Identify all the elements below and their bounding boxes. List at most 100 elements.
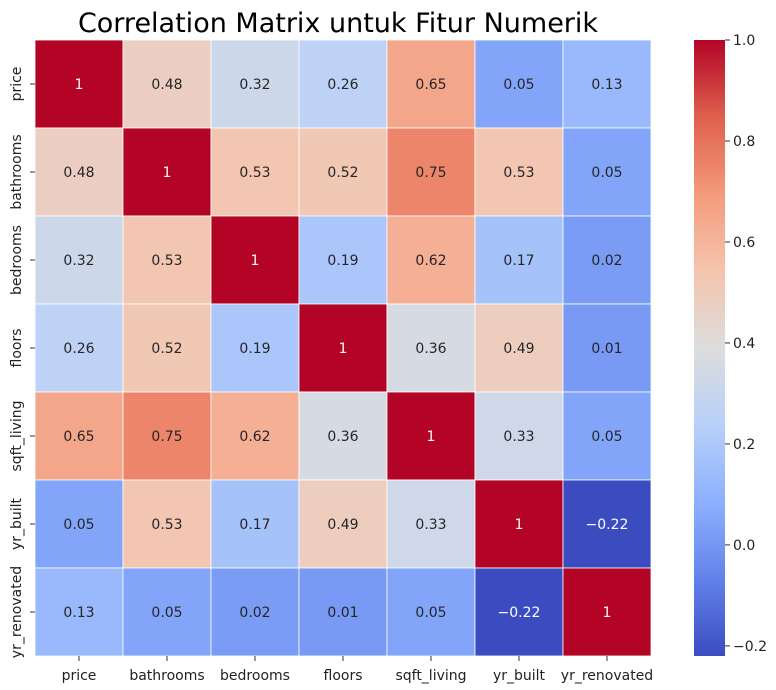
cell-value-label: 1: [75, 77, 84, 93]
heatmap-cell-yr_renovated-yr_built: [474, 567, 564, 657]
heatmap-cell-bathrooms-bedrooms: [210, 127, 300, 217]
heatmap-cell-sqft_living-bedrooms: [210, 391, 300, 481]
heatmap-cell-floors-price: [34, 303, 124, 393]
heatmap-cell-bathrooms-yr_renovated: [562, 127, 652, 217]
cell-value-label: 0.36: [415, 341, 446, 357]
heatmap-cell-sqft_living-price: [34, 391, 124, 481]
heatmap-cell-price-sqft_living: [386, 39, 476, 129]
cell-value-label: 0.65: [63, 429, 94, 445]
cell-value-label: 1: [163, 165, 172, 181]
heatmap-cell-sqft_living-yr_renovated: [562, 391, 652, 481]
cell-value-label: 0.05: [591, 165, 622, 181]
y-tick-label-yr_renovated: yr_renovated: [9, 566, 25, 658]
colorbar-tick-label: −0.2: [733, 639, 767, 655]
cell-value-label: 0.49: [503, 341, 534, 357]
cell-value-label: 0.33: [415, 517, 446, 533]
heatmap-cell-bathrooms-sqft_living: [386, 127, 476, 217]
heatmap-cell-bedrooms-price: [34, 215, 124, 305]
cell-value-label: 0.13: [63, 605, 94, 621]
heatmap-cell-bedrooms-floors: [298, 215, 388, 305]
cell-value-label: 0.53: [151, 253, 182, 269]
cell-value-label: 0.32: [239, 77, 270, 93]
y-axis-ticks: price bathrooms bedrooms floors sqft_livingy…: [9, 67, 35, 658]
cell-value-label: 1: [515, 517, 524, 533]
cell-value-label: 1: [427, 429, 436, 445]
cell-value-label: 0.02: [239, 605, 270, 621]
cell-value-label: 0.48: [151, 77, 182, 93]
cell-value-label: 0.62: [415, 253, 446, 269]
heatmap-cell-floors-yr_renovated: [562, 303, 652, 393]
cell-value-label: 0.32: [63, 253, 94, 269]
heatmap-cell-yr_renovated-yr_renovated: [562, 567, 652, 657]
heatmap-cell-yr_renovated-sqft_living: [386, 567, 476, 657]
cell-value-label: 0.62: [239, 429, 270, 445]
heatmap-cell-yr_built-floors: [298, 479, 388, 569]
x-tick-label-yr_built: yr_built: [493, 668, 546, 684]
heatmap-cell-bedrooms-yr_renovated: [562, 215, 652, 305]
cell-value-label: 0.05: [591, 429, 622, 445]
cell-value-label: 0.49: [327, 517, 358, 533]
colorbar-gradient: [694, 40, 725, 656]
cell-value-label: 0.52: [327, 165, 358, 181]
heatmap-cell-bedrooms-bathrooms: [122, 215, 212, 305]
heatmap-cell-yr_built-price: [34, 479, 124, 569]
heatmap-cell-yr_built-bathrooms: [122, 479, 212, 569]
cell-value-label: 0.75: [151, 429, 182, 445]
heatmap-cell-yr_built-bedrooms: [210, 479, 300, 569]
heatmap-cell-price-price: [34, 39, 124, 129]
chart-title: Correlation Matrix untuk Fitur Numerik: [78, 8, 598, 39]
colorbar-tick-label: 1.0: [733, 33, 755, 49]
heatmap-cells: 1 0.48 0.32 0.26 0.65 0.05 0.13 0.48 1 0.53 0.52 0.…: [34, 39, 652, 657]
cell-value-label: 0.17: [239, 517, 270, 533]
y-tick-label-yr_built: yr_built: [9, 497, 25, 550]
heatmap-cell-yr_renovated-price: [34, 567, 124, 657]
x-tick-label-sqft_living: sqft_living: [395, 668, 466, 684]
colorbar-tick-label: 0.0: [733, 538, 755, 554]
y-tick-label-floors: floors: [9, 329, 25, 368]
cell-value-label: 0.01: [327, 605, 358, 621]
x-tick-label-bathrooms: bathrooms: [129, 668, 204, 684]
cell-value-label: 0.33: [503, 429, 534, 445]
cell-value-label: 0.05: [63, 517, 94, 533]
heatmap-cell-price-floors: [298, 39, 388, 129]
cell-value-label: 0.48: [63, 165, 94, 181]
heatmap-cell-bedrooms-yr_built: [474, 215, 564, 305]
cell-value-label: 0.65: [415, 77, 446, 93]
y-tick-label-bathrooms: bathrooms: [9, 134, 25, 209]
heatmap-cell-bathrooms-price: [34, 127, 124, 217]
y-tick-label-price: price: [9, 67, 25, 102]
cell-value-label: 0.05: [503, 77, 534, 93]
cell-value-label: 0.01: [591, 341, 622, 357]
colorbar: −0.2 0.0 0.2 0.4 0.6 0.8 1.0: [694, 33, 767, 656]
cell-value-label: 0.05: [415, 605, 446, 621]
x-tick-label-yr_renovated: yr_renovated: [561, 668, 653, 684]
cell-value-label: 1: [339, 341, 348, 357]
x-tick-label-price: price: [62, 668, 97, 684]
heatmap-cell-yr_renovated-bedrooms: [210, 567, 300, 657]
heatmap-cell-price-yr_built: [474, 39, 564, 129]
heatmap-cell-price-bedrooms: [210, 39, 300, 129]
colorbar-tick-label: 0.4: [733, 336, 755, 352]
colorbar-tick-label: 0.6: [733, 235, 755, 251]
heatmap-cell-bedrooms-bedrooms: [210, 215, 300, 305]
cell-value-label: 0.26: [63, 341, 94, 357]
cell-value-label: 0.75: [415, 165, 446, 181]
heatmap-cell-bathrooms-yr_built: [474, 127, 564, 217]
cell-value-label: −0.22: [586, 517, 629, 533]
cell-value-label: 0.36: [327, 429, 358, 445]
cell-value-label: 0.02: [591, 253, 622, 269]
x-tick-label-bedrooms: bedrooms: [220, 668, 290, 684]
heatmap-cell-floors-floors: [298, 303, 388, 393]
cell-value-label: 0.26: [327, 77, 358, 93]
heatmap-cell-yr_built-sqft_living: [386, 479, 476, 569]
heatmap-cell-floors-bathrooms: [122, 303, 212, 393]
x-tick-label-floors: floors: [324, 668, 363, 684]
cell-value-label: 0.52: [151, 341, 182, 357]
cell-value-label: 0.53: [151, 517, 182, 533]
y-tick-label-bedrooms: bedrooms: [9, 225, 25, 295]
cell-value-label: 0.53: [239, 165, 270, 181]
cell-value-label: 1: [251, 253, 260, 269]
cell-value-label: 0.13: [591, 77, 622, 93]
cell-value-label: 0.17: [503, 253, 534, 269]
heatmap-cell-yr_built-yr_renovated: [562, 479, 652, 569]
